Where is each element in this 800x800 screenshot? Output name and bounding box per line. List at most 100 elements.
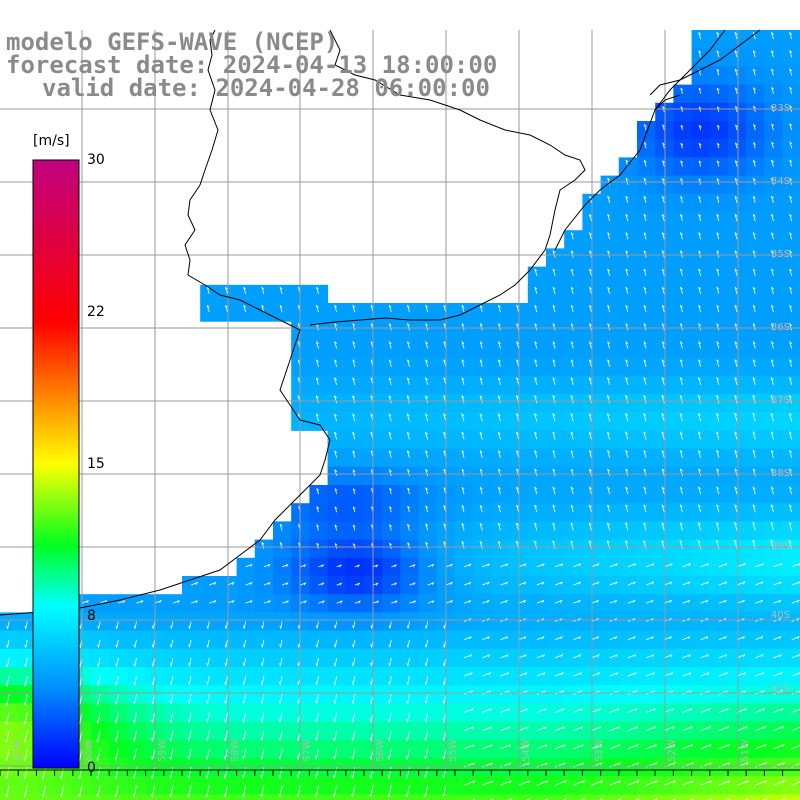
- wind-arrow: [752, 504, 756, 513]
- wind-arrow-head: [698, 286, 701, 290]
- wind-arrow: [700, 636, 709, 641]
- wind-arrow-head: [745, 726, 748, 729]
- wind-arrow-head: [662, 106, 666, 109]
- wind-arrow: [479, 450, 483, 458]
- wind-cell: [709, 539, 729, 559]
- wind-arrow: [391, 564, 397, 568]
- wind-arrow: [716, 504, 720, 513]
- wind-arrow-head: [669, 654, 673, 658]
- wind-arrow-head: [698, 395, 701, 398]
- wind-arrow-head: [662, 124, 666, 128]
- wind-arrow: [552, 305, 556, 313]
- wind-arrow-head: [206, 719, 208, 723]
- wind-arrow: [607, 341, 611, 349]
- wind-cell: [691, 430, 711, 450]
- wind-arrow: [716, 69, 720, 76]
- wind-arrow: [407, 712, 410, 723]
- wind-arrow: [573, 726, 584, 732]
- wind-arrow: [280, 621, 283, 629]
- wind-cell: [746, 375, 765, 395]
- wind-arrow: [262, 621, 265, 629]
- wind-arrow: [643, 486, 647, 495]
- wind-arrow-head: [333, 663, 336, 667]
- wind-cell: [709, 321, 729, 340]
- wind-arrow-head: [716, 504, 719, 508]
- wind-arrow-head: [424, 775, 426, 779]
- wind-cell: [782, 485, 800, 504]
- wind-arrow: [773, 636, 782, 641]
- wind-arrow: [170, 785, 174, 798]
- wind-cell: [400, 394, 420, 413]
- wind-arrow: [662, 142, 665, 149]
- wind-arrow: [263, 600, 271, 604]
- wind-arrow-head: [770, 450, 774, 453]
- wind-arrow-head: [606, 540, 610, 544]
- wind-cell: [728, 175, 747, 195]
- wind-arrow-head: [688, 672, 692, 676]
- wind-arrow-head: [752, 431, 756, 435]
- wind-arrow-head: [716, 232, 720, 235]
- wind-cell: [564, 521, 583, 541]
- wind-arrow: [625, 486, 629, 495]
- wind-arrow: [425, 431, 429, 440]
- wind-arrow: [316, 676, 319, 685]
- wind-cell: [764, 266, 784, 286]
- wind-arrow-head: [388, 359, 392, 363]
- wind-cell: [327, 339, 347, 359]
- wind-cell: [728, 466, 747, 486]
- wind-arrow-head: [552, 341, 556, 344]
- wind-arrow: [791, 636, 800, 641]
- wind-arrow-head: [752, 195, 756, 199]
- wind-arrow: [116, 657, 119, 667]
- wind-arrow-head: [780, 708, 784, 711]
- wind-arrow-head: [541, 636, 545, 640]
- lon-label: 53W: [594, 739, 605, 762]
- wind-arrow-head: [424, 700, 427, 704]
- wind-arrow-head: [680, 160, 684, 164]
- wind-arrow: [588, 522, 592, 531]
- wind-arrow-head: [655, 798, 658, 800]
- wind-cell: [673, 284, 693, 304]
- wind-cell: [109, 794, 128, 800]
- wind-arrow-head: [316, 542, 320, 546]
- wind-arrow: [718, 636, 727, 641]
- wind-cell: [473, 485, 492, 504]
- wind-cell: [637, 430, 656, 450]
- wind-arrow-head: [599, 762, 603, 766]
- wind-arrow: [461, 305, 465, 313]
- wind-arrow: [554, 563, 563, 568]
- wind-arrow: [170, 639, 174, 648]
- wind-arrow: [518, 744, 529, 750]
- wind-arrow-head: [315, 413, 319, 417]
- wind-cell: [491, 794, 511, 800]
- wind-arrow-head: [598, 726, 602, 730]
- wind-cell: [327, 485, 347, 504]
- wind-arrow-head: [589, 232, 592, 235]
- wind-arrows: [5, 32, 800, 800]
- wind-arrow-head: [742, 599, 745, 603]
- wind-arrow-head: [97, 663, 99, 667]
- wind-cell: [728, 157, 747, 177]
- wind-arrow: [407, 639, 410, 648]
- wind-arrow-head: [636, 780, 640, 784]
- wind-arrow: [755, 563, 764, 568]
- wind-arrow: [789, 159, 793, 167]
- wind-arrow-head: [479, 305, 483, 308]
- wind-arrow: [152, 621, 156, 629]
- wind-arrow-head: [564, 798, 567, 800]
- wind-cell: [764, 357, 784, 377]
- lat-label: 36S: [771, 322, 791, 333]
- wind-arrow: [6, 785, 10, 798]
- wind-cell: [473, 357, 492, 377]
- wind-cell: [673, 357, 693, 377]
- wind-cell: [709, 102, 729, 122]
- wind-arrow-head: [607, 268, 610, 272]
- wind-arrow: [225, 657, 228, 667]
- wind-arrow-head: [333, 737, 335, 742]
- wind-arrow: [352, 543, 356, 549]
- wind-cell: [291, 539, 310, 559]
- wind-cell: [709, 284, 729, 304]
- wind-arrow-head: [698, 431, 701, 435]
- wind-arrow-head: [260, 737, 263, 742]
- wind-cell: [54, 794, 74, 800]
